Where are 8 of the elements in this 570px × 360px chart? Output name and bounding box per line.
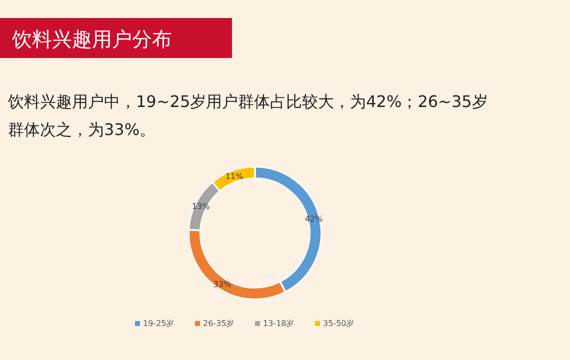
legend-label: 26-35岁 bbox=[203, 319, 234, 328]
legend-label: 13-18岁 bbox=[263, 319, 294, 328]
chart-subtitle: 饮料兴趣用户中，19~25岁用户群体占比较大，为42%；26~35岁群体次之，为33%。 bbox=[8, 91, 488, 141]
data-label: 33% bbox=[213, 280, 232, 289]
legend-label: 19-25岁 bbox=[143, 319, 174, 328]
legend-label: 35-50岁 bbox=[323, 319, 354, 328]
chart-title: 饮料兴趣用户分布 bbox=[11, 27, 172, 51]
data-label: 11% bbox=[225, 172, 244, 182]
